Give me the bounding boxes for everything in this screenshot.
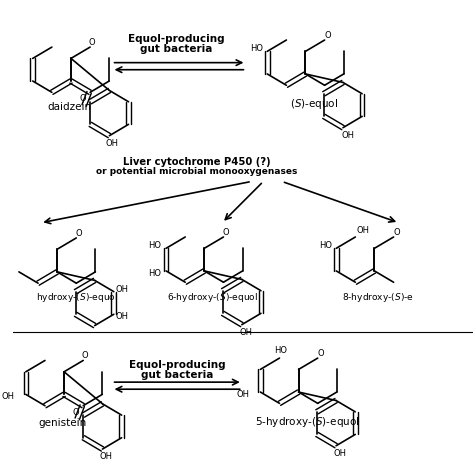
Text: 5-hydroxy-($\it{S}$)-equol: 5-hydroxy-($\it{S}$)-equol bbox=[255, 415, 359, 428]
Text: O: O bbox=[73, 408, 79, 417]
Text: O: O bbox=[76, 229, 82, 238]
Text: 8-hydroxy-($\it{S}$)-e: 8-hydroxy-($\it{S}$)-e bbox=[342, 291, 414, 304]
Text: Equol-producing: Equol-producing bbox=[129, 360, 226, 370]
Text: O: O bbox=[324, 31, 331, 40]
Text: ($\it{S}$)-equol: ($\it{S}$)-equol bbox=[290, 97, 338, 111]
Text: Liver cytochrome P450 (?): Liver cytochrome P450 (?) bbox=[123, 156, 271, 166]
Text: HO: HO bbox=[148, 241, 162, 250]
Text: OH: OH bbox=[356, 227, 369, 236]
Text: OH: OH bbox=[237, 390, 249, 399]
Text: O: O bbox=[317, 349, 324, 358]
Text: OH: OH bbox=[341, 131, 354, 140]
Text: O: O bbox=[393, 228, 400, 237]
Text: or potential microbial monooxygenases: or potential microbial monooxygenases bbox=[96, 167, 297, 176]
Text: HO: HO bbox=[148, 269, 162, 278]
Text: OH: OH bbox=[100, 452, 113, 461]
Text: O: O bbox=[80, 94, 86, 103]
Text: HO: HO bbox=[319, 241, 332, 250]
Text: gut bacteria: gut bacteria bbox=[140, 44, 212, 54]
Text: HO: HO bbox=[250, 45, 263, 54]
Text: OH: OH bbox=[116, 312, 128, 321]
Text: HO: HO bbox=[274, 346, 287, 355]
Text: OH: OH bbox=[105, 139, 118, 148]
Text: gut bacteria: gut bacteria bbox=[141, 370, 214, 380]
Text: hydroxy-($\it{S}$)-equol: hydroxy-($\it{S}$)-equol bbox=[36, 291, 118, 304]
Text: 6-hydroxy-($\it{S}$)-equol: 6-hydroxy-($\it{S}$)-equol bbox=[167, 291, 258, 304]
Text: O: O bbox=[223, 228, 229, 237]
Text: Equol-producing: Equol-producing bbox=[128, 34, 224, 44]
Text: OH: OH bbox=[116, 285, 128, 294]
Text: genistein: genistein bbox=[38, 418, 87, 428]
Text: daidzein: daidzein bbox=[47, 102, 91, 112]
Text: OH: OH bbox=[333, 449, 346, 458]
Text: OH: OH bbox=[239, 328, 252, 337]
Text: O: O bbox=[81, 351, 88, 360]
Text: OH: OH bbox=[2, 392, 15, 401]
Text: O: O bbox=[88, 38, 95, 47]
